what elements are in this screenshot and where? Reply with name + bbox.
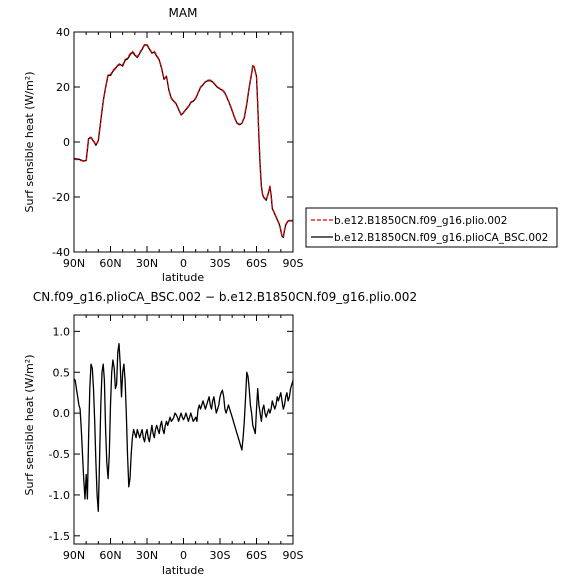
top-ytick-label: 0 [63,136,70,149]
legend-label-plio: b.e12.B1850CN.f09_g16.plio.002 [334,215,507,227]
top-xtick-label: 30N [136,257,158,270]
bottom-ylabel: Surf sensible heat (W/m²) [23,355,36,496]
bottom-xtick-label: 60N [99,549,121,562]
top-ytick-label: -20 [52,191,70,204]
top-xtick-label: 60N [99,257,121,270]
bottom-xtick-label: 30N [136,549,158,562]
bottom-xtick-label: 60S [246,549,267,562]
bottom-plot-frame [73,314,294,545]
top-title: MAM [169,6,198,20]
bottom-series-line-0 [73,342,294,512]
bottom-xtick-label: 90S [283,549,304,562]
top-xlabel: latitude [162,271,204,284]
top-xtick-label: 90S [283,257,304,270]
top-ytick-label: 20 [56,81,70,94]
top-series-line-0 [73,43,293,238]
bottom-ytick-label: 0.5 [53,366,71,379]
top-series-line-1 [73,44,293,239]
bottom-ytick-label: -1.5 [49,530,70,543]
top-ytick-label: 40 [56,26,70,39]
legend-box [305,207,558,248]
bottom-xtick-label: 0 [180,549,187,562]
bottom-ytick-label: -1.0 [49,489,70,502]
bottom-xtick-label: 90N [63,549,85,562]
bottom-ytick-label: 0.0 [53,407,71,420]
legend-label-plioca: b.e12.B1850CN.f09_g16.plioCA_BSC.002 [334,232,548,244]
bottom-xlabel: latitude [162,564,204,577]
top-ylabel: Surf sensible heat (W/m²) [23,72,36,213]
top-plot-frame [73,31,294,253]
top-panel: MAM latitude Surf sensible heat (W/m²) 9… [23,6,304,284]
top-ytick-label: -40 [52,246,70,259]
top-xtick-label: 0 [180,257,187,270]
top-xtick-label: 30S [210,257,231,270]
bottom-panel: CN.f09_g16.plioCA_BSC.002 − b.e12.B1850C… [23,290,417,577]
top-xtick-label: 60S [246,257,267,270]
bottom-xtick-label: 30S [210,549,231,562]
bottom-title: CN.f09_g16.plioCA_BSC.002 − b.e12.B1850C… [33,290,417,304]
bottom-ytick-label: 1.0 [53,325,71,338]
legend: b.e12.B1850CN.f09_g16.plio.002 b.e12.B18… [305,207,558,248]
top-xtick-label: 90N [63,257,85,270]
bottom-ytick-label: -0.5 [49,448,70,461]
